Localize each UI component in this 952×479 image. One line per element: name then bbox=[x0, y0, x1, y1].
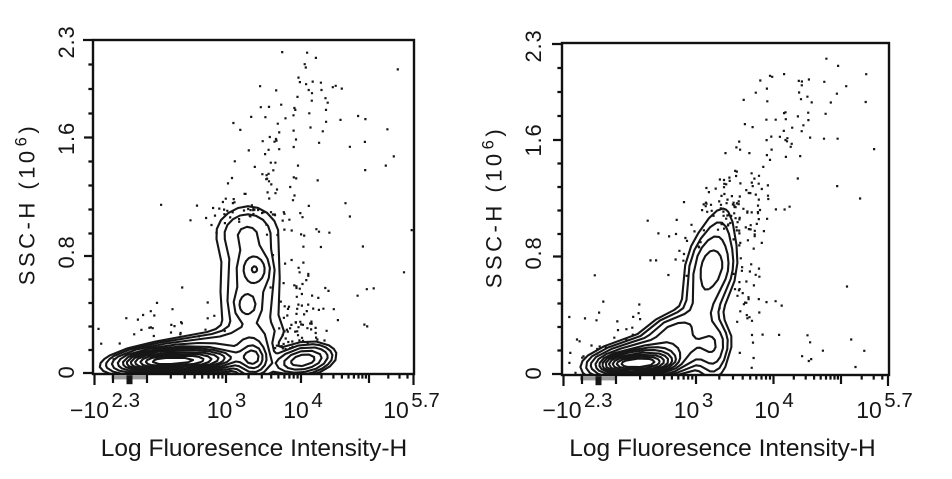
svg-text:1.6: 1.6 bbox=[54, 122, 79, 155]
svg-text:Log Fluoresence Intensity-H: Log Fluoresence Intensity-H bbox=[101, 435, 407, 462]
svg-text:0.8: 0.8 bbox=[521, 237, 546, 270]
svg-text:SSC-H (106): SSC-H (106) bbox=[13, 123, 40, 285]
svg-text:SSC-H (106): SSC-H (106) bbox=[480, 126, 507, 288]
svg-text:Log Fluoresence Intensity-H: Log Fluoresence Intensity-H bbox=[569, 435, 875, 462]
svg-text:2.3: 2.3 bbox=[521, 30, 546, 63]
svg-text:1.6: 1.6 bbox=[521, 124, 546, 157]
svg-text:0.8: 0.8 bbox=[54, 236, 79, 269]
svg-text:2.3: 2.3 bbox=[54, 26, 79, 59]
svg-text:0: 0 bbox=[521, 366, 546, 379]
svg-text:0: 0 bbox=[54, 365, 79, 378]
